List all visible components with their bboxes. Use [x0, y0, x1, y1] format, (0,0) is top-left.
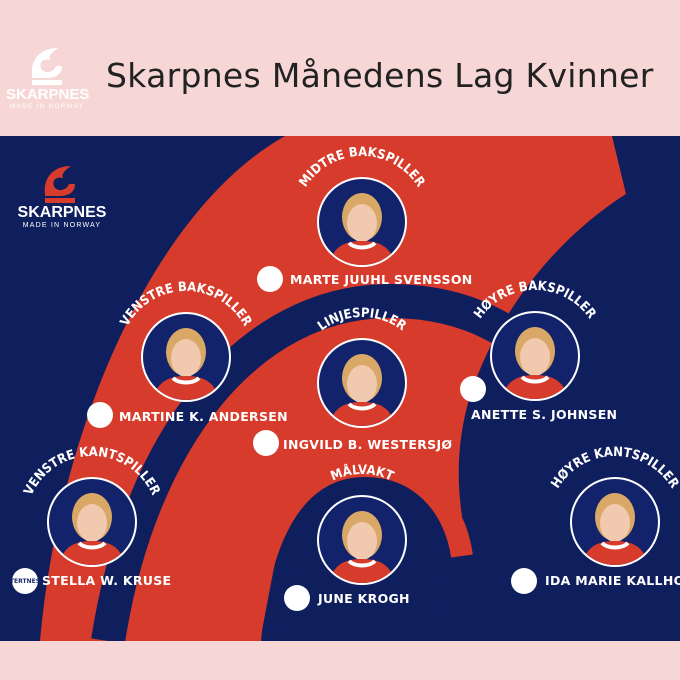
player-name: ANETTE S. JOHNSEN [471, 407, 618, 422]
logo-brand: SKARPNES [17, 204, 107, 221]
player-photo [317, 177, 407, 267]
club-logo-round-icon [511, 568, 537, 594]
club-crest-icon [253, 430, 279, 456]
player-name: IDA MARIE KALLHOVD [545, 573, 680, 588]
svg-text:LINJESPILLER: LINJESPILLER [315, 306, 409, 334]
skarpnes-wave-icon [31, 48, 62, 85]
footer [0, 641, 680, 680]
svg-text:MÅLVAKT: MÅLVAKT [329, 463, 396, 485]
player-name: MARTINE K. ANDERSEN [119, 409, 288, 424]
player-photo [141, 312, 231, 402]
player-name: STELLA W. KRUSE [42, 573, 172, 588]
club-logo-green-icon [284, 585, 310, 611]
club-logo-rr-icon [257, 266, 283, 292]
club-logo-figure-icon [460, 376, 486, 402]
page-title: Skarpnes Månedens Lag Kvinner [106, 56, 654, 95]
player-photo [47, 477, 137, 567]
player-photo [570, 477, 660, 567]
skarpnes-wave-icon [44, 166, 75, 203]
player-photo [490, 311, 580, 401]
club-logo-tertnes-icon: TERTNES [10, 568, 40, 594]
team-graphic: SKARPNES MADE IN NORWAY MIDTRE BAKSPILLE… [0, 136, 680, 641]
club-logo-icon [87, 402, 113, 428]
player-photo [317, 338, 407, 428]
position-title: MÅLVAKT [329, 463, 396, 485]
player-name: INGVILD B. WESTERSJØ [283, 437, 453, 452]
logo-brand: SKARPNES [6, 86, 90, 103]
player-name: JUNE KROGH [318, 591, 410, 606]
header: SKARPNES MADE IN NORWAY Skarpnes Måneden… [0, 0, 680, 136]
skarpnes-logo: SKARPNES MADE IN NORWAY [6, 44, 90, 110]
logo-tagline: MADE IN NORWAY [9, 103, 85, 110]
logo-tagline: MADE IN NORWAY [22, 222, 102, 229]
skarpnes-logo-panel: SKARPNES MADE IN NORWAY [14, 162, 110, 229]
player-name: MARTE JUUHL SVENSSON [290, 272, 473, 287]
player-photo [317, 495, 407, 585]
position-title: LINJESPILLER [315, 306, 409, 334]
